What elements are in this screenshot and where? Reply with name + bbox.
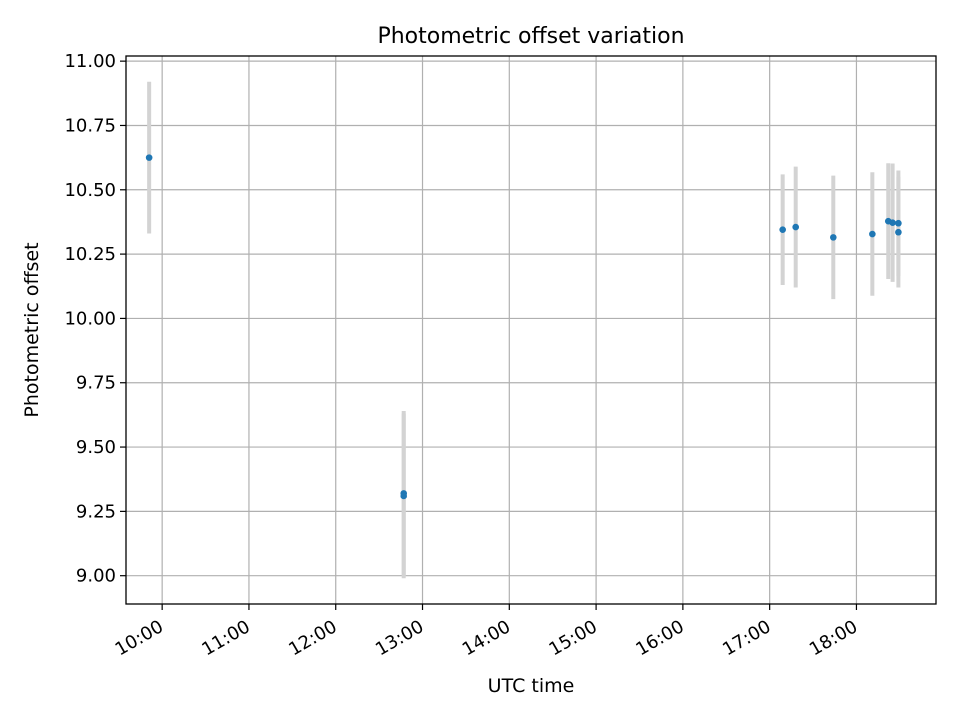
data-point xyxy=(895,219,902,227)
data-point xyxy=(830,234,837,241)
y-tick-label: 9.25 xyxy=(76,501,116,522)
data-point xyxy=(895,228,902,236)
y-axis-label: Photometric offset xyxy=(21,242,43,417)
data-point xyxy=(145,154,153,161)
plot-frame xyxy=(125,55,937,605)
y-axis-ticks: 9.00 9.25 9.50 9.75 10.00 10.25 10.50 10.75 11.0… xyxy=(64,51,126,587)
data-point xyxy=(889,219,896,227)
data-point xyxy=(400,492,408,500)
y-tick-label: 10.25 xyxy=(64,244,116,265)
data-point xyxy=(792,223,799,231)
y-tick-label: 10.50 xyxy=(64,180,116,201)
y-tick-label: 9.00 xyxy=(76,566,116,587)
y-tick-label: 9.50 xyxy=(76,437,116,458)
grid-lines xyxy=(126,56,936,604)
y-tick-label: 10.75 xyxy=(64,115,116,136)
chart-title: Photometric offset variation xyxy=(377,24,684,49)
x-axis-label: UTC time xyxy=(488,675,575,697)
y-tick-label: 9.75 xyxy=(76,373,116,394)
data-points xyxy=(145,154,902,500)
y-tick-label: 11.00 xyxy=(64,51,116,72)
data-point xyxy=(869,230,876,238)
y-tick-label: 10.00 xyxy=(64,308,116,329)
data-point xyxy=(779,226,786,233)
